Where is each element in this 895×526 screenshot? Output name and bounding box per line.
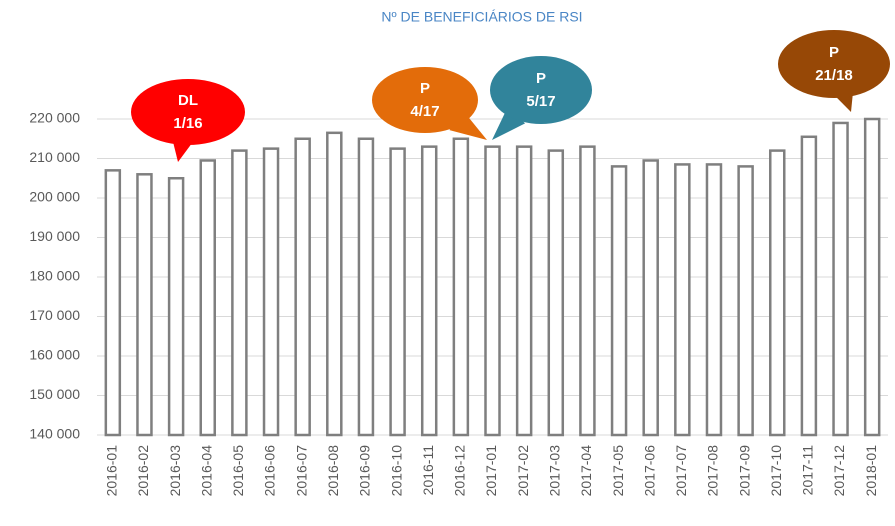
x-tick-label: 2017-11 xyxy=(800,445,816,496)
x-tick-label: 2018-01 xyxy=(863,445,879,497)
bar xyxy=(326,131,343,437)
callout-body xyxy=(131,79,245,145)
bar xyxy=(294,137,311,437)
callout-body xyxy=(372,67,478,133)
callout-tail xyxy=(492,106,526,140)
callout-text: P xyxy=(829,44,839,61)
x-tick-label: 2017-10 xyxy=(768,445,784,497)
callout-body xyxy=(778,30,890,98)
y-tick-label: 210 000 xyxy=(29,149,80,165)
x-tick-label: 2017-04 xyxy=(578,445,594,497)
bar xyxy=(199,159,216,437)
bar xyxy=(642,159,659,437)
y-tick-label: 200 000 xyxy=(29,189,80,205)
bar xyxy=(231,149,248,437)
x-tick-label: 2016-02 xyxy=(135,445,151,497)
bar xyxy=(136,173,153,437)
callout: DL 1/16 xyxy=(131,79,245,162)
y-tick-label: 220 000 xyxy=(29,110,80,126)
y-tick-label: 180 000 xyxy=(29,268,80,284)
callout-text: P xyxy=(420,80,430,97)
x-tick-label: 2017-07 xyxy=(673,445,689,497)
x-tick-label: 2016-11 xyxy=(420,445,436,496)
callout-text: DL xyxy=(178,92,198,109)
x-tick-label: 2017-08 xyxy=(705,445,721,497)
callout: P 4/17 xyxy=(372,67,487,140)
bar xyxy=(420,145,438,437)
bar xyxy=(167,177,185,437)
x-tick-label: 2016-09 xyxy=(357,445,373,497)
callout-text: 1/16 xyxy=(173,115,202,132)
callout-text: P xyxy=(536,70,546,87)
bar xyxy=(579,145,596,437)
x-tick-label: 2016-08 xyxy=(325,445,341,497)
x-tick-label: 2017-12 xyxy=(831,445,847,497)
bar xyxy=(547,149,565,437)
x-tick-label: 2017-03 xyxy=(546,445,562,497)
x-tick-label: 2017-06 xyxy=(641,445,657,497)
bar xyxy=(674,163,691,437)
x-tick-label: 2016-07 xyxy=(293,445,309,497)
bar xyxy=(769,149,786,437)
bar xyxy=(832,121,849,437)
x-tick-label: 2016-05 xyxy=(230,445,246,497)
bar xyxy=(737,165,754,437)
x-tick-label: 2016-01 xyxy=(104,445,120,497)
bar xyxy=(515,145,533,437)
callout-text: 5/17 xyxy=(526,93,555,110)
x-tick-label: 2016-06 xyxy=(262,445,278,497)
bar xyxy=(610,165,628,437)
x-tick-label: 2017-01 xyxy=(483,445,499,497)
y-tick-label: 190 000 xyxy=(29,228,80,244)
bar xyxy=(705,163,723,437)
bar xyxy=(800,135,818,437)
x-tick-label: 2016-10 xyxy=(388,445,404,497)
y-tick-label: 140 000 xyxy=(29,426,80,442)
x-tick-label: 2016-12 xyxy=(452,445,468,497)
bar xyxy=(389,147,406,437)
y-tick-label: 170 000 xyxy=(29,307,80,323)
y-tick-label: 150 000 xyxy=(29,386,80,402)
x-tick-label: 2017-02 xyxy=(515,445,531,497)
x-tick-label: 2017-05 xyxy=(610,445,626,497)
x-tick-label: 2016-04 xyxy=(198,445,214,497)
callout-text: 21/18 xyxy=(815,67,853,84)
bar xyxy=(452,137,470,437)
callout: P 21/18 xyxy=(778,30,890,112)
chart-title: Nº DE BENEFICIÁRIOS DE RSI xyxy=(381,9,582,25)
y-tick-label: 160 000 xyxy=(29,347,80,363)
bar xyxy=(357,137,375,437)
x-tick-label: 2016-03 xyxy=(167,445,183,497)
x-tick-label: 2017-09 xyxy=(736,445,752,497)
callout: P 5/17 xyxy=(490,56,592,140)
callout-text: 4/17 xyxy=(410,103,439,120)
bar xyxy=(484,145,501,437)
bar xyxy=(262,147,280,437)
bar xyxy=(863,117,881,437)
bar xyxy=(104,169,122,437)
callout-body xyxy=(490,56,592,124)
